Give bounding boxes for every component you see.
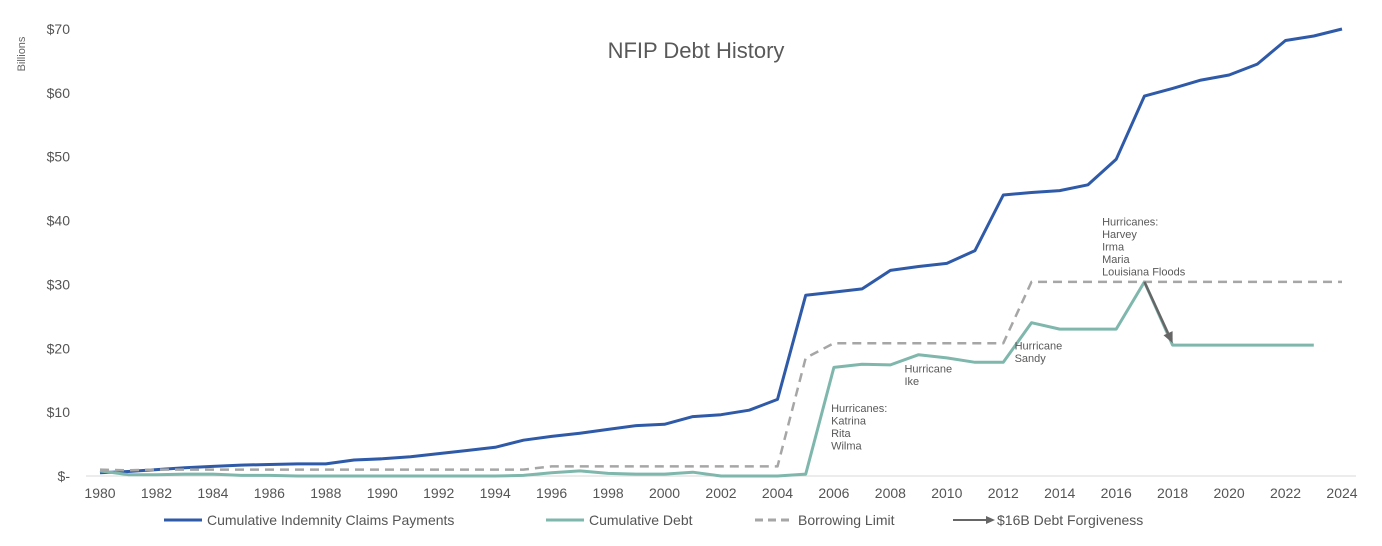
series-line-cumulative-indemnity-claims-payments [99,27,1343,475]
annotation: Hurricane Ike [904,364,952,389]
y-tick-label: $70 [47,21,71,37]
annotation: Hurricanes: Harvey Irma Maria Louisiana Floo… [1102,217,1186,279]
x-tick-label: 1986 [254,485,285,501]
x-tick-label: 1988 [310,485,341,501]
x-tick-label: 2012 [988,485,1019,501]
annotation-line: Sandy [1015,353,1047,365]
x-tick-labels: 1980 1982 1984 1986 1988 1990 1992 1994 1996 1998… [84,485,1357,501]
x-tick-label: 1992 [423,485,454,501]
x-tick-label: 2020 [1214,485,1245,501]
annotation: Hurricane Sandy [1015,341,1063,366]
debt-forgiveness-arrow-group [1143,281,1173,344]
annotation-line: Hurricanes: [831,403,887,415]
x-tick-label: 2008 [875,485,906,501]
legend-label: Borrowing Limit [798,512,895,528]
y-tick-label: $50 [47,149,71,165]
annotation-line: Wilma [831,441,862,453]
x-tick-label: 2016 [1101,485,1132,501]
x-tick-label: 1996 [536,485,567,501]
x-tick-label: 1980 [84,485,115,501]
x-tick-label: 1998 [593,485,624,501]
legend-item: Borrowing Limit [755,512,895,528]
legend-item: $16B Debt Forgiveness [953,512,1143,528]
legend-item: Cumulative Debt [546,512,693,528]
series-line-cumulative-debt [99,280,1314,478]
annotation-line: Katrina [831,416,867,428]
annotation-line: Hurricane [904,364,952,376]
x-tick-label: 2014 [1044,485,1075,501]
y-tick-label: $40 [47,213,71,229]
chart-title: NFIP Debt History [608,38,785,63]
legend-label: Cumulative Debt [589,512,693,528]
legend: Cumulative Indemnity Claims Payments Cumu… [164,512,1143,528]
y-tick-label: $20 [47,340,71,356]
x-tick-label: 2024 [1326,485,1357,501]
x-tick-label: 2002 [705,485,736,501]
series-line-borrowing-limit [99,280,1342,472]
x-tick-label: 2018 [1157,485,1188,501]
y-tick-label: $10 [47,404,71,420]
x-tick-label: 2022 [1270,485,1301,501]
y-tick-label: $- [58,468,71,484]
x-tick-label: 2010 [931,485,962,501]
debt-forgiveness-arrowhead [1163,331,1173,344]
legend-label: $16B Debt Forgiveness [997,512,1143,528]
y-axis-unit-label: Billions [16,36,28,71]
x-tick-label: 1982 [141,485,172,501]
annotation: Hurricanes: Katrina Rita Wilma [831,403,887,453]
annotation-line: Maria [1102,254,1130,266]
annotation-line: Ike [904,376,919,388]
legend-swatch-arrowhead [986,516,995,524]
x-tick-label: 2000 [649,485,680,501]
x-tick-label: 1990 [367,485,398,501]
annotation-line: Hurricanes: [1102,217,1158,229]
annotation-line: Louisiana Floods [1102,267,1186,279]
y-tick-label: $30 [47,276,71,292]
x-tick-label: 1984 [197,485,228,501]
annotation-line: Harvey [1102,229,1137,241]
legend-item: Cumulative Indemnity Claims Payments [164,512,454,528]
x-tick-label: 1994 [480,485,511,501]
debt-forgiveness-arrow [1143,281,1170,334]
series-lines [99,27,1343,478]
annotation-line: Irma [1102,242,1125,254]
annotation-line: Rita [831,428,851,440]
y-tick-label: $60 [47,85,71,101]
x-tick-label: 2006 [818,485,849,501]
x-tick-label: 2004 [762,485,793,501]
annotation-line: Hurricane [1015,341,1063,353]
y-tick-labels: $- $10 $20 $30 $40 $50 $60 $70 [47,21,71,484]
legend-label: Cumulative Indemnity Claims Payments [207,512,454,528]
